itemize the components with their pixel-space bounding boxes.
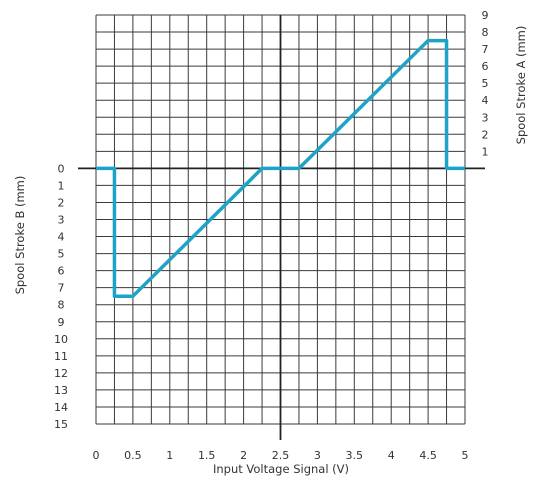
left-tick-label: 14 (54, 401, 68, 414)
right-tick-label: 8 (482, 26, 489, 39)
right-tick-label: 4 (482, 94, 489, 107)
left-tick-label: 9 (58, 316, 65, 329)
left-tick-label: 4 (58, 231, 65, 244)
right-tick-label: 6 (482, 60, 489, 73)
x-tick-label: 1.5 (198, 449, 216, 462)
x-tick-label: 1 (166, 449, 173, 462)
right-tick-label: 5 (482, 77, 489, 90)
x-tick-label: 2 (240, 449, 247, 462)
series-layer (96, 38, 465, 298)
left-tick-label: 7 (58, 282, 65, 295)
right-tick-label: 9 (482, 9, 489, 22)
x-tick-labels: 0 0.5 1 1.5 2 2.5 3 3.5 4 4.5 5 (93, 449, 469, 462)
left-tick-label: 5 (58, 248, 65, 261)
right-tick-label: 1 (482, 145, 489, 158)
x-tick-label: 3 (314, 449, 321, 462)
left-tick-label: 2 (58, 196, 65, 209)
left-tick-label: 6 (58, 265, 65, 278)
left-tick-label: 13 (54, 384, 68, 397)
right-axis-title: Spool Stroke A (mm) (514, 26, 528, 145)
x-tick-label: 0.5 (124, 449, 142, 462)
left-tick-label: 15 (54, 418, 68, 431)
x-tick-label: 4 (388, 449, 395, 462)
x-tick-label: 0 (93, 449, 100, 462)
left-tick-label: 10 (54, 333, 68, 346)
left-tick-label: 3 (58, 214, 65, 227)
left-tick-label: 11 (54, 350, 68, 363)
right-tick-label: 2 (482, 128, 489, 141)
left-axis-title: Spool Stroke B (mm) (13, 176, 27, 295)
axes (78, 15, 485, 440)
right-tick-labels: 1 2 3 4 5 6 7 8 9 (482, 9, 489, 158)
x-tick-label: 4.5 (419, 449, 437, 462)
left-tick-label: 8 (58, 299, 65, 312)
left-tick-label: 0 (58, 162, 65, 175)
series-line (96, 38, 465, 298)
x-tick-label: 3.5 (346, 449, 364, 462)
x-axis-title: Input Voltage Signal (V) (213, 462, 349, 476)
x-tick-label: 2.5 (272, 449, 290, 462)
right-tick-label: 3 (482, 111, 489, 124)
left-tick-label: 1 (58, 179, 65, 192)
right-tick-label: 7 (482, 43, 489, 56)
x-tick-label: 5 (462, 449, 469, 462)
left-tick-label: 12 (54, 367, 68, 380)
